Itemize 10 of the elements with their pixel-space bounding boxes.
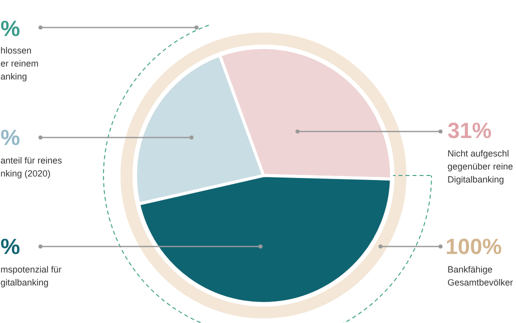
text: % (0, 234, 20, 259)
text: 100% (446, 234, 502, 259)
text: Bankfähige Gesamtbevölker (448, 264, 514, 288)
text: hlossen er reinem anking (0, 46, 39, 82)
text: mspotenzial für gitalbanking (0, 264, 62, 288)
text: anteil für reines nking (2020) (0, 156, 63, 178)
text: % (0, 16, 20, 41)
data-label: 31% (448, 118, 492, 143)
text: Nicht aufgeschl gegenüber reine Digitalbanking (448, 148, 514, 184)
text: % (0, 125, 20, 150)
